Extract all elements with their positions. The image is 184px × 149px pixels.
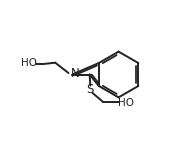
Text: HO: HO: [118, 98, 134, 108]
Text: N: N: [70, 67, 79, 80]
Text: HO: HO: [21, 58, 37, 68]
Text: S: S: [87, 83, 94, 96]
